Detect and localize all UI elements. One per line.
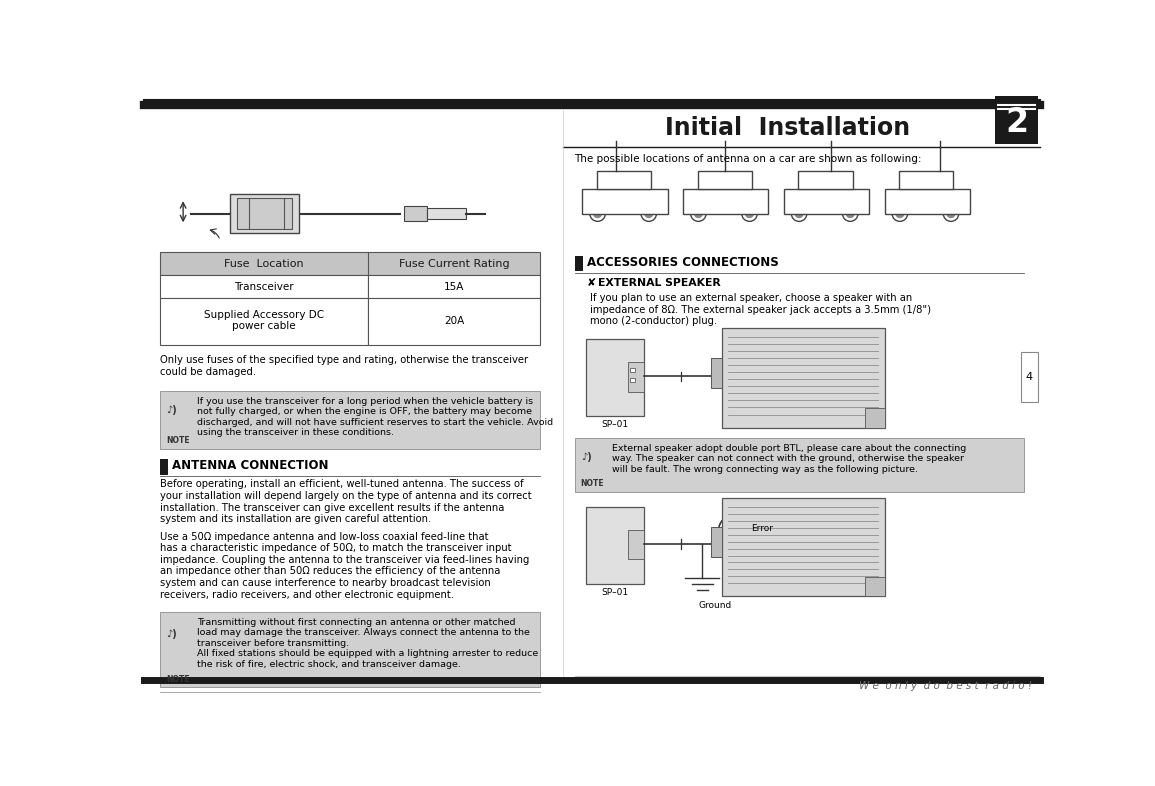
- Bar: [900, 171, 954, 189]
- Bar: [368, 275, 539, 299]
- Bar: [586, 340, 644, 416]
- Text: ACCESSORIES CONNECTIONS: ACCESSORIES CONNECTIONS: [587, 256, 778, 269]
- Circle shape: [847, 210, 854, 218]
- Text: Error: Error: [751, 524, 773, 533]
- Text: Fuse Current Rating: Fuse Current Rating: [398, 259, 509, 269]
- Text: If you use the transceiver for a long period when the vehicle battery is
not ful: If you use the transceiver for a long pe…: [198, 397, 553, 437]
- Bar: [631, 378, 635, 381]
- Text: Ground: Ground: [699, 601, 732, 610]
- Bar: [798, 171, 852, 189]
- Text: Only use fuses of the specified type and rating, otherwise the transceiver
could: Only use fuses of the specified type and…: [159, 355, 528, 377]
- Text: External speaker adopt double port BTL, please care about the connecting
way. Th: External speaker adopt double port BTL, …: [612, 444, 966, 474]
- Bar: [683, 189, 768, 214]
- Text: ♪): ♪): [166, 405, 177, 415]
- Text: 20A: 20A: [444, 317, 464, 326]
- Circle shape: [947, 210, 955, 218]
- Text: NOTE: NOTE: [166, 675, 189, 684]
- Bar: [404, 206, 427, 222]
- Text: The possible locations of antenna on a car are shown as following:: The possible locations of antenna on a c…: [574, 154, 922, 164]
- Bar: [230, 194, 299, 233]
- Text: Initial  Installation: Initial Installation: [665, 116, 910, 140]
- Circle shape: [594, 210, 602, 218]
- Text: ANTENNA CONNECTION: ANTENNA CONNECTION: [172, 459, 329, 472]
- Bar: [574, 256, 583, 271]
- Text: ✘: ✘: [587, 277, 596, 288]
- Bar: [586, 507, 644, 584]
- Bar: [628, 362, 644, 391]
- Text: 4: 4: [1026, 373, 1033, 382]
- Bar: [1021, 352, 1038, 402]
- Text: power cable: power cable: [232, 321, 296, 331]
- Bar: [427, 208, 465, 219]
- Bar: [159, 612, 539, 687]
- Text: Supplied Accessory DC: Supplied Accessory DC: [204, 310, 325, 321]
- Bar: [631, 369, 635, 373]
- Bar: [722, 498, 885, 597]
- Text: NOTE: NOTE: [581, 479, 604, 488]
- Bar: [582, 189, 668, 214]
- Text: If you plan to use an external speaker, choose a speaker with an
impedance of 8Ω: If you plan to use an external speaker, …: [590, 293, 931, 326]
- Bar: [159, 459, 169, 475]
- Bar: [238, 198, 291, 229]
- Text: Before operating, install an efficient, well-tuned antenna. The success of
your : Before operating, install an efficient, …: [159, 479, 531, 524]
- Bar: [885, 189, 970, 214]
- Text: ♪): ♪): [166, 629, 177, 639]
- Bar: [628, 530, 644, 560]
- Bar: [159, 299, 368, 344]
- Bar: [710, 358, 722, 387]
- Circle shape: [796, 210, 803, 218]
- Text: Use a 50Ω impedance antenna and low-loss coaxial feed-line that
has a characteri: Use a 50Ω impedance antenna and low-loss…: [159, 531, 529, 600]
- Bar: [784, 189, 869, 214]
- Bar: [865, 577, 885, 597]
- Bar: [698, 171, 752, 189]
- Bar: [368, 299, 539, 344]
- Text: EXTERNAL SPEAKER: EXTERNAL SPEAKER: [598, 277, 721, 288]
- Bar: [159, 275, 368, 299]
- Circle shape: [694, 210, 702, 218]
- Text: 2: 2: [1005, 106, 1028, 139]
- Bar: [159, 252, 539, 275]
- Text: Fuse  Location: Fuse Location: [224, 259, 304, 269]
- Text: NOTE: NOTE: [166, 436, 189, 445]
- Text: 15A: 15A: [444, 282, 464, 292]
- Text: SP–01: SP–01: [602, 588, 628, 597]
- Bar: [722, 328, 885, 428]
- Bar: [597, 171, 651, 189]
- Bar: [159, 391, 539, 449]
- Text: Transmitting without first connecting an antenna or other matched
load may damag: Transmitting without first connecting an…: [198, 618, 538, 669]
- Text: Transceiver: Transceiver: [234, 282, 293, 292]
- Circle shape: [746, 210, 753, 218]
- Circle shape: [644, 210, 653, 218]
- Bar: [865, 409, 885, 428]
- Text: SP–01: SP–01: [602, 420, 628, 429]
- Text: ♪): ♪): [581, 452, 591, 461]
- Bar: [574, 438, 1024, 491]
- Bar: [996, 96, 1038, 144]
- Circle shape: [896, 210, 903, 218]
- Bar: [710, 527, 722, 557]
- Text: W e  o n l y  d o  b e s t  r a d i o !: W e o n l y d o b e s t r a d i o !: [859, 681, 1031, 691]
